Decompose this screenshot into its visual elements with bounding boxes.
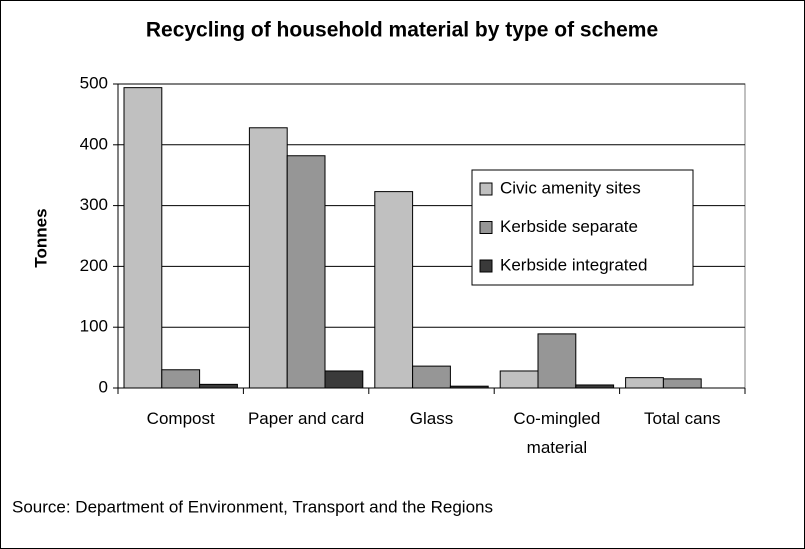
y-tick-label: 500 xyxy=(80,73,108,92)
y-tick-label: 0 xyxy=(99,377,108,396)
y-tick-label: 300 xyxy=(80,195,108,214)
legend-label: Kerbside integrated xyxy=(500,255,647,274)
bar xyxy=(161,369,201,389)
x-tick-label: Co-mingled material xyxy=(513,409,601,457)
bar xyxy=(286,155,326,389)
bar xyxy=(537,333,577,389)
bar xyxy=(662,378,702,389)
bar xyxy=(412,365,451,389)
bar xyxy=(625,377,664,389)
legend-swatch xyxy=(479,259,493,273)
bar xyxy=(248,127,288,389)
source: Source: Department of Environment, Trans… xyxy=(12,497,493,516)
bar xyxy=(499,370,539,389)
legend-box xyxy=(471,169,694,286)
bar xyxy=(374,191,414,389)
x-tick-label: Total cans xyxy=(644,409,721,428)
legend-swatch xyxy=(479,182,493,196)
y-tick-label: 200 xyxy=(80,256,108,275)
x-tick-label: Glass xyxy=(409,409,454,428)
legend-label: Kerbside separate xyxy=(500,217,638,236)
y-axis-label: Tonnes xyxy=(31,208,50,267)
bar xyxy=(324,370,364,389)
y-tick-label: 100 xyxy=(80,317,108,336)
y-tick-label: 400 xyxy=(80,134,108,153)
chart-title: Recycling of household material by type … xyxy=(146,19,658,42)
x-tick-label: Compost xyxy=(146,409,215,428)
legend-label: Civic amenity sites xyxy=(500,178,641,197)
bar xyxy=(199,383,238,389)
x-tick-label: Paper and card xyxy=(247,409,365,428)
bar xyxy=(123,87,163,389)
legend-swatch xyxy=(479,221,493,234)
